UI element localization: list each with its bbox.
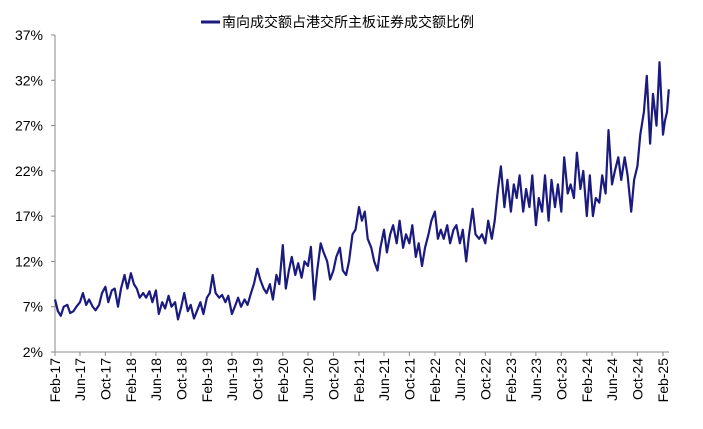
x-tick-label: Jun-18 xyxy=(148,358,164,401)
x-tick-label: Jun-23 xyxy=(528,358,544,401)
x-tick-label: Jun-22 xyxy=(452,358,468,401)
y-tick-label: 2% xyxy=(23,344,43,360)
y-axis: 2% 7% 12% 17% 22% 27% 32% 37% xyxy=(15,27,56,360)
y-tick-label: 22% xyxy=(15,163,43,179)
x-tick-label: Jun-21 xyxy=(376,358,392,401)
x-tick-label: Oct-22 xyxy=(477,358,493,400)
y-tick-label: 7% xyxy=(23,299,43,315)
x-tick-label: Jun-20 xyxy=(300,358,316,401)
x-tick-label: Feb-22 xyxy=(427,358,443,403)
x-tick-label: Oct-21 xyxy=(401,358,417,400)
x-tick-label: Feb-23 xyxy=(503,358,519,403)
x-tick-label: Oct-23 xyxy=(553,358,569,400)
x-tick-label: Oct-17 xyxy=(97,358,113,400)
x-tick-label: Oct-24 xyxy=(629,358,645,400)
x-tick-label: Oct-18 xyxy=(173,358,189,400)
y-tick-label: 12% xyxy=(15,253,43,269)
y-tick-label: 32% xyxy=(15,72,43,88)
x-tick-label: Jun-17 xyxy=(72,358,88,401)
y-tick-label: 27% xyxy=(15,118,43,134)
x-tick-label: Feb-24 xyxy=(579,358,595,403)
x-tick-label: Jun-19 xyxy=(224,358,240,401)
x-tick-label: Oct-20 xyxy=(325,358,341,400)
x-tick-label: Feb-18 xyxy=(123,358,139,403)
x-axis: Feb-17 Jun-17 Oct-17 Feb-18 Jun-18 Oct-18 Feb-… xyxy=(47,351,671,403)
x-tick-label: Feb-20 xyxy=(275,358,291,403)
x-tick-label: Oct-19 xyxy=(249,358,265,400)
y-tick-label: 37% xyxy=(15,27,43,43)
x-tick-label: Feb-19 xyxy=(199,358,215,403)
x-tick-label: Jun-24 xyxy=(604,358,620,401)
x-tick-label: Feb-25 xyxy=(655,358,671,403)
legend: 南向成交额占港交所主板证券成交额比例 xyxy=(201,14,474,30)
series-line xyxy=(53,61,670,321)
y-tick-label: 17% xyxy=(15,208,43,224)
x-tick-label: Feb-21 xyxy=(351,358,367,403)
legend-label: 南向成交额占港交所主板证券成交额比例 xyxy=(222,14,474,30)
x-tick-label: Feb-17 xyxy=(47,358,63,403)
